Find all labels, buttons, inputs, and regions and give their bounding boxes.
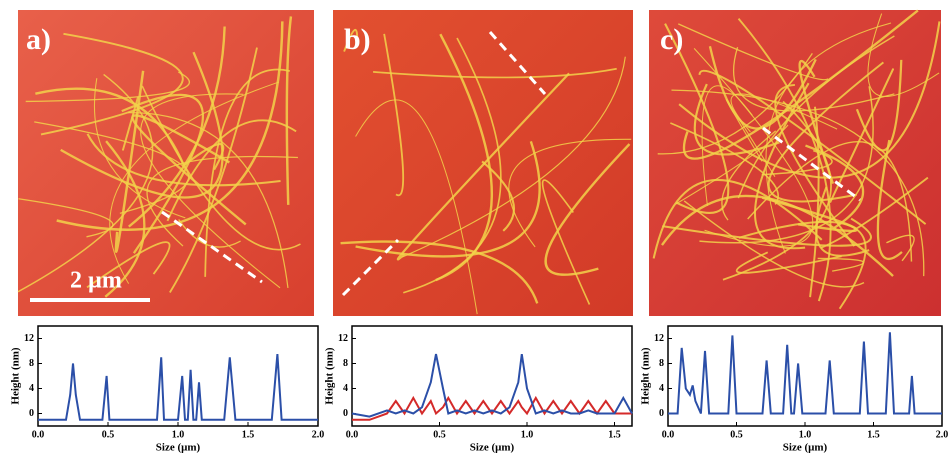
figure: 2 µm a) b) c) 0 4 8 12 0.0 0.5 1.0 1.5 2.0 Height… [0,0,948,455]
y-axis-title: Height (nm) [10,347,22,404]
x-tick-label: 2.0 [936,429,948,440]
x-tick-label: 1.0 [799,429,812,440]
x-tick-label: 0.5 [102,429,115,440]
panel-label: c) [660,23,683,56]
afm-image [18,10,314,316]
y-tick-label: 4 [343,383,348,394]
y-tick-label: 12 [24,333,34,344]
y-tick-label: 8 [659,358,664,369]
y-tick-label: 4 [29,383,34,394]
x-tick-label: 0.0 [32,429,45,440]
x-tick-label: 1.5 [242,429,255,440]
x-tick-label: 1.5 [608,429,621,440]
x-axis-title: Size (μm) [156,442,201,454]
scale-bar [30,298,150,302]
x-tick-label: 0.5 [730,429,743,440]
y-axis-title: Height (nm) [324,347,336,404]
x-tick-label: 1.0 [521,429,534,440]
y-tick-label: 0 [343,408,348,419]
x-tick-label: 1.5 [867,429,880,440]
x-axis-title: Size (μm) [470,442,515,454]
y-tick-label: 0 [29,408,34,419]
x-tick-label: 0.0 [662,429,675,440]
panel-label: b) [344,23,371,56]
scale-label: 2 µm [70,268,122,294]
panel-label: a) [26,23,51,56]
y-tick-label: 4 [659,383,664,394]
x-tick-label: 2.0 [312,429,325,440]
y-tick-label: 8 [29,358,34,369]
x-tick-label: 1.0 [172,429,185,440]
y-tick-label: 0 [659,408,664,419]
y-tick-label: 12 [338,333,348,344]
x-axis-title: Size (μm) [783,442,828,454]
y-tick-label: 8 [343,358,348,369]
afm-image [649,10,941,316]
y-tick-label: 12 [654,333,664,344]
x-tick-label: 0.5 [433,429,446,440]
y-axis-title: Height (nm) [640,347,652,404]
x-tick-label: 0.0 [346,429,359,440]
